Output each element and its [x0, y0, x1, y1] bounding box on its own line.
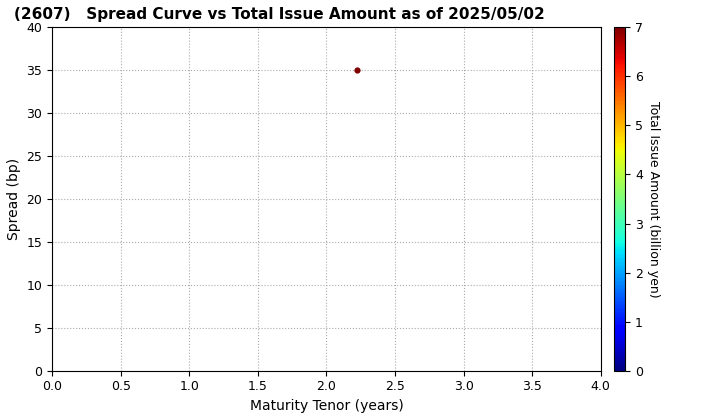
X-axis label: Maturity Tenor (years): Maturity Tenor (years) [250, 399, 403, 413]
Y-axis label: Spread (bp): Spread (bp) [7, 158, 21, 240]
Text: (2607)   Spread Curve vs Total Issue Amount as of 2025/05/02: (2607) Spread Curve vs Total Issue Amoun… [14, 7, 544, 22]
Point [351, 67, 362, 74]
Y-axis label: Total Issue Amount (billion yen): Total Issue Amount (billion yen) [647, 101, 660, 297]
